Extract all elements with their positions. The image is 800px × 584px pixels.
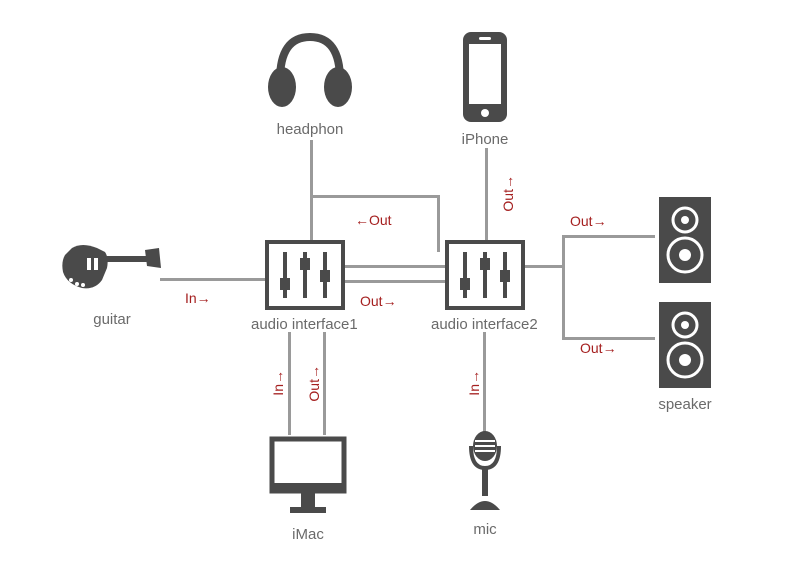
headphones-node: headphon (260, 25, 360, 138)
mixer-icon (445, 240, 525, 310)
imac-label: iMac (268, 526, 348, 543)
headphones-label: headphon (260, 121, 360, 138)
wire-imac-in (288, 332, 291, 435)
mic-node: mic (460, 430, 510, 538)
edge-if2-spk2: Out→ (580, 340, 617, 356)
interface2-node: audio interface2 (445, 240, 538, 333)
edge-guitar-if1: In→ (185, 290, 211, 306)
wire-hp-if1-stub (310, 195, 313, 240)
speaker-icon (655, 300, 715, 390)
speaker-icon (655, 195, 715, 285)
interface1-label: audio interface1 (251, 316, 358, 333)
iphone-icon (455, 30, 515, 125)
wire-hp-down (310, 140, 313, 198)
edge-imac-out: Out→ (306, 365, 322, 402)
wire-imac-out (323, 332, 326, 435)
edge-if2-spk1: Out→ (570, 213, 607, 229)
wire-if1-if2-b (345, 280, 445, 283)
guitar-label: guitar (57, 311, 167, 328)
mic-label: mic (460, 521, 510, 538)
wire-iphone-if2 (485, 148, 488, 240)
iphone-node: iPhone (455, 30, 515, 148)
mic-icon (460, 430, 510, 515)
mixer-icon (265, 240, 345, 310)
iphone-label: iPhone (455, 131, 515, 148)
edge-imac-in: In→ (270, 370, 286, 396)
edge-iphone-if2: Out→ (500, 175, 516, 212)
wire-hp-left (310, 195, 440, 198)
speaker2-node: speaker (655, 300, 715, 413)
edge-hp-if1: ←Out (355, 212, 392, 228)
edge-if1-if2: Out→ (360, 293, 397, 309)
guitar-node: guitar (57, 230, 167, 328)
headphones-icon (260, 25, 360, 115)
wire-spk-branch (562, 235, 565, 340)
imac-icon (268, 435, 348, 520)
interface1-node: audio interface1 (265, 240, 358, 333)
speaker1-node (655, 195, 715, 285)
wire-hp-down2 (437, 195, 440, 252)
guitar-icon (57, 230, 167, 305)
interface2-label: audio interface2 (431, 316, 538, 333)
wire-mic-if2 (483, 332, 486, 432)
wire-if1-if2-a (345, 265, 445, 268)
wire-spk1 (562, 235, 655, 238)
imac-node: iMac (268, 435, 348, 543)
edge-mic-if2: In→ (466, 370, 482, 396)
wire-guitar-if1 (160, 278, 265, 281)
speaker-label: speaker (655, 396, 715, 413)
